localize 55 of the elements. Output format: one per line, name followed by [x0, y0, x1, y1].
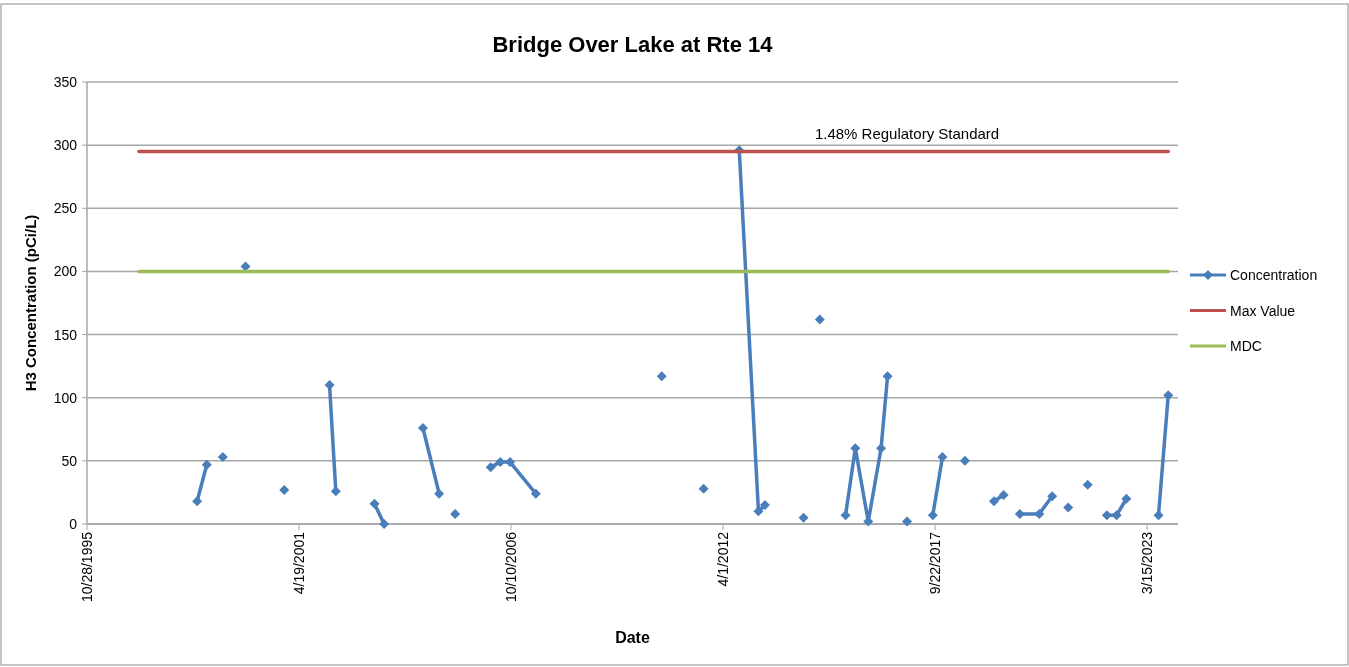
- point: [505, 457, 516, 468]
- point: [201, 459, 212, 470]
- point: [1121, 493, 1132, 504]
- point: [937, 452, 948, 463]
- point: [927, 510, 938, 521]
- point: [959, 455, 970, 466]
- chart-title: Bridge Over Lake at Rte 14: [492, 32, 774, 57]
- point: [1163, 390, 1174, 401]
- point: [656, 371, 667, 382]
- point: [1047, 491, 1058, 502]
- y-tick-label: 100: [53, 389, 78, 406]
- point: [1082, 479, 1093, 490]
- x-tick-label: 10/28/1995: [79, 531, 95, 603]
- point: [192, 496, 203, 507]
- legend-label: Max Value: [1230, 302, 1296, 319]
- point: [530, 488, 541, 499]
- point: [279, 484, 290, 495]
- y-tick-label: 300: [53, 137, 78, 154]
- x-tick-label: 4/19/2001: [291, 531, 308, 595]
- point: [759, 500, 770, 511]
- point: [330, 486, 341, 497]
- point: [379, 519, 390, 529]
- point: [988, 496, 999, 507]
- y-tick-label: 250: [53, 200, 78, 217]
- annotation: 1.48% Regulatory Standard: [814, 125, 1000, 143]
- point: [485, 462, 496, 473]
- point: [798, 512, 809, 523]
- point: [1034, 508, 1045, 519]
- point: [417, 423, 428, 434]
- point: [698, 483, 709, 494]
- point: [1014, 508, 1025, 519]
- point: [902, 516, 913, 527]
- y-tick-label: 0: [69, 516, 78, 532]
- point: [814, 314, 825, 325]
- y-tick-label: 350: [53, 74, 78, 90]
- x-axis-title: Date: [615, 629, 650, 646]
- y-tick-label: 200: [53, 263, 78, 280]
- point: [217, 452, 228, 463]
- point: [998, 489, 1009, 500]
- point: [450, 508, 461, 519]
- x-tick-label: 3/15/2023: [1139, 531, 1156, 595]
- point: [434, 488, 445, 499]
- x-tick-label: 9/22/2017: [927, 531, 944, 595]
- y-axis-title: H3 Concentration (pCi/L): [22, 214, 39, 392]
- y-tick-label: 150: [53, 326, 78, 343]
- point: [876, 443, 887, 454]
- point: [369, 498, 380, 509]
- point: [1063, 502, 1074, 513]
- legend-label: Concentration: [1230, 267, 1318, 283]
- y-tick-label: 50: [61, 452, 78, 469]
- x-tick-label: 10/10/2006: [503, 531, 520, 603]
- legend-label: MDC: [1230, 338, 1262, 354]
- x-tick-label: 4/1/2012: [715, 531, 732, 587]
- point: [1101, 510, 1112, 521]
- point: [840, 510, 851, 521]
